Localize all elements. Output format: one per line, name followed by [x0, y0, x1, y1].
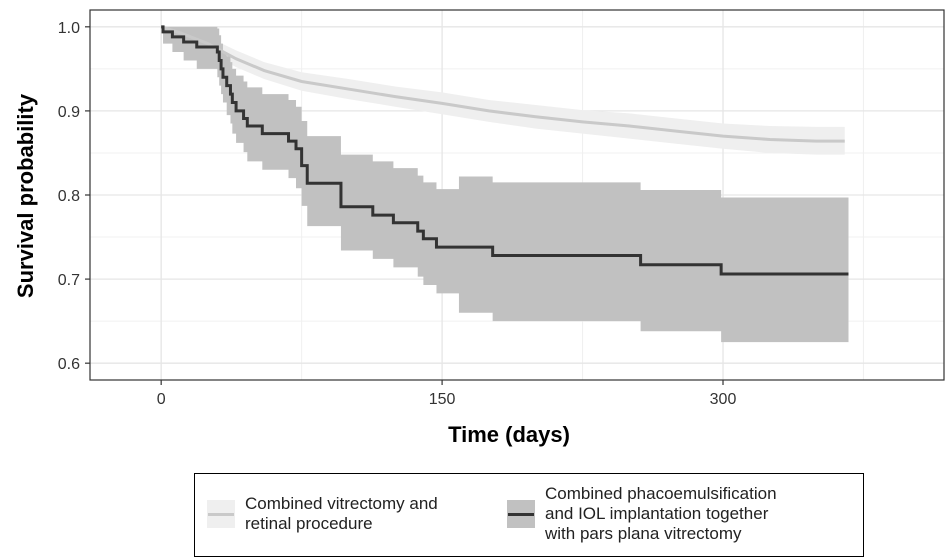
confidence-band-0 — [161, 26, 845, 155]
x-tick-label: 300 — [710, 391, 737, 408]
legend-key-phaco-iol-ppv — [507, 500, 535, 528]
y-axis-ticks: 0.6 0.7 0.8 0.9 1.0 — [58, 20, 90, 373]
x-tick-label: 150 — [429, 391, 456, 408]
legend-label-vitrectomy-retinal: Combined vitrectomy and retinal procedur… — [245, 494, 438, 533]
legend: Combined vitrectomy and retinal procedur… — [194, 473, 864, 557]
survival-curves — [160, 25, 849, 276]
x-axis-ticks: 0 150 300 — [157, 380, 737, 408]
y-tick-label: 0.8 — [58, 188, 80, 205]
y-tick-label: 0.9 — [58, 104, 80, 121]
legend-item-phaco-iol-ppv: Combined phacoemulsification and IOL imp… — [507, 484, 777, 544]
legend-key-vitrectomy-retinal — [207, 500, 235, 528]
confidence-bands — [161, 26, 849, 343]
x-axis-title: Time (days) — [448, 422, 570, 447]
y-tick-label: 1.0 — [58, 20, 80, 37]
legend-label-phaco-iol-ppv: Combined phacoemulsification and IOL imp… — [545, 484, 777, 543]
y-tick-label: 0.6 — [58, 356, 80, 373]
survival-curve-1 — [161, 25, 849, 276]
survival-curve-0 — [160, 25, 845, 143]
survival-chart: 0.6 0.7 0.8 0.9 1.0 0 150 300 Time (days) Surv… — [13, 9, 945, 447]
y-axis-title: Survival probability — [13, 93, 38, 298]
x-tick-label: 0 — [157, 391, 166, 408]
y-tick-label: 0.7 — [58, 272, 80, 289]
legend-item-vitrectomy-retinal: Combined vitrectomy and retinal procedur… — [207, 494, 438, 534]
